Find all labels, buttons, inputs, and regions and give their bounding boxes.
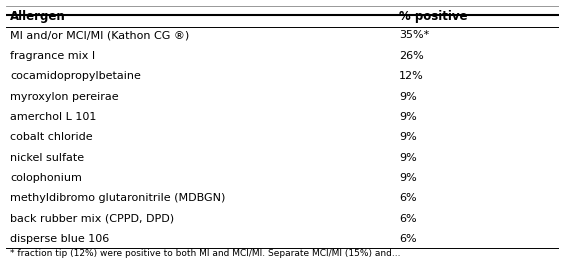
Text: 9%: 9% [399,153,416,163]
Text: 9%: 9% [399,92,416,102]
Text: 6%: 6% [399,193,416,203]
Text: cocamidopropylbetaine: cocamidopropylbetaine [10,71,141,81]
Text: 9%: 9% [399,112,416,122]
Text: fragrance mix I: fragrance mix I [10,51,95,61]
Text: nickel sulfate: nickel sulfate [10,153,84,163]
Text: 35%*: 35%* [399,30,429,40]
Text: back rubber mix (CPPD, DPD): back rubber mix (CPPD, DPD) [10,214,174,224]
Text: disperse blue 106: disperse blue 106 [10,234,110,244]
Text: 26%: 26% [399,51,424,61]
Text: methyldibromo glutaronitrile (MDBGN): methyldibromo glutaronitrile (MDBGN) [10,193,225,203]
Text: myroxylon pereirae: myroxylon pereirae [10,92,119,102]
Text: amerchol L 101: amerchol L 101 [10,112,97,122]
Text: 9%: 9% [399,132,416,142]
Text: 12%: 12% [399,71,424,81]
Text: % positive: % positive [399,10,467,23]
Text: MI and/or MCI/MI (Kathon CG ®): MI and/or MCI/MI (Kathon CG ®) [10,30,189,40]
Text: 6%: 6% [399,234,416,244]
Text: cobalt chloride: cobalt chloride [10,132,93,142]
Text: Allergen: Allergen [10,10,66,23]
Text: colophonium: colophonium [10,173,82,183]
Text: 9%: 9% [399,173,416,183]
Text: 6%: 6% [399,214,416,224]
Text: * fraction tip (12%) were positive to both MI and MCI/MI. Separate MCI/MI (15%) : * fraction tip (12%) were positive to bo… [10,249,401,258]
